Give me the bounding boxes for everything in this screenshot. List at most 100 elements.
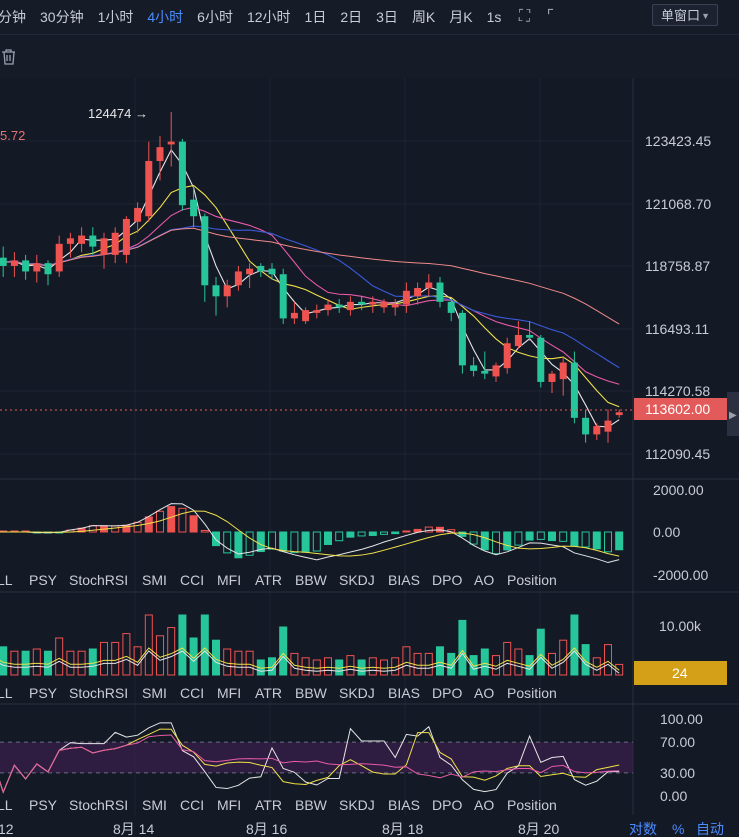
footer-control[interactable]: 自动 — [696, 821, 724, 837]
candle-body — [369, 301, 377, 305]
indicator-tab[interactable]: StochRSI — [69, 797, 128, 813]
indicator-tab[interactable]: BBW — [295, 685, 328, 701]
volume-label: 10.00k — [659, 618, 702, 634]
macd-bar — [189, 515, 198, 533]
date-label: 8月 16 — [246, 821, 287, 837]
candle-body — [548, 373, 556, 382]
indicator-tab[interactable]: LL — [0, 797, 13, 813]
indicator-tab[interactable]: ATR — [255, 685, 282, 701]
period-6[interactable]: 1日 — [304, 9, 327, 25]
period-11[interactable]: 1s — [486, 9, 502, 25]
candle-body — [447, 301, 455, 313]
indicator-tab[interactable]: SKDJ — [339, 572, 375, 588]
volume-bar — [581, 644, 590, 676]
candle-body — [33, 263, 41, 272]
rsi-label: 100.00 — [660, 711, 703, 727]
indicator-tab[interactable]: DPO — [432, 572, 462, 588]
left-value: 5.72 — [0, 128, 25, 143]
indicator-tab[interactable]: SMI — [142, 572, 167, 588]
indicator-tab[interactable]: MFI — [217, 685, 241, 701]
period-2[interactable]: 1小时 — [97, 9, 134, 25]
candle-body — [111, 232, 119, 255]
trash-icon[interactable] — [0, 48, 18, 66]
volume-bar — [10, 650, 19, 676]
chart-area[interactable]: 124474 → 5.72 123423.45 121068.70 118758.87 1… — [0, 78, 739, 837]
indicator-tab[interactable]: BIAS — [388, 685, 420, 701]
period-9[interactable]: 周K — [411, 9, 436, 25]
indicator-tab[interactable]: ATR — [255, 797, 282, 813]
macd-bar — [391, 531, 400, 535]
price-label: 118758.87 — [645, 258, 710, 274]
macd-bar — [234, 531, 243, 559]
indicator-tab[interactable]: AO — [474, 797, 494, 813]
window-mode-dropdown[interactable]: 单窗口 ▼ — [652, 4, 718, 26]
indicator-tab[interactable]: CCI — [180, 685, 204, 701]
footer-control[interactable]: 对数 — [629, 821, 657, 837]
period-7[interactable]: 2日 — [340, 9, 363, 25]
indicator-tab[interactable]: DPO — [432, 797, 462, 813]
candle-body — [436, 282, 444, 302]
undo-corner-icon[interactable]: ⌜ — [546, 8, 555, 25]
macd-bar — [581, 531, 590, 548]
macd-bar — [335, 531, 344, 542]
indicator-tab[interactable]: ATR — [255, 572, 282, 588]
period-4[interactable]: 6小时 — [197, 9, 233, 25]
indicator-tab[interactable]: LL — [0, 572, 13, 588]
indicator-tab[interactable]: DPO — [432, 685, 462, 701]
indicator-tab[interactable]: SMI — [142, 685, 167, 701]
indicator-tab[interactable]: SKDJ — [339, 685, 375, 701]
current-price-label: 113602.00 — [645, 401, 710, 417]
volume-bar — [324, 657, 332, 676]
candle-body — [358, 301, 366, 305]
indicator-tab[interactable]: LL — [0, 685, 13, 701]
period-0[interactable]: 分钟 — [0, 9, 26, 25]
indicator-tab[interactable]: PSY — [29, 797, 58, 813]
rsi-line-24 — [0, 734, 620, 794]
indicator-tab[interactable]: StochRSI — [69, 572, 128, 588]
volume-bar — [178, 614, 187, 676]
indicator-tab[interactable]: BBW — [295, 572, 328, 588]
indicator-tab[interactable]: Position — [507, 572, 557, 588]
period-10[interactable]: 月K — [449, 9, 473, 25]
indicator-tab[interactable]: SMI — [142, 797, 167, 813]
indicator-tab[interactable]: BBW — [295, 797, 328, 813]
indicator-tab[interactable]: BIAS — [388, 572, 420, 588]
footer-control[interactable]: % — [672, 821, 684, 837]
rsi-label: 0.00 — [660, 788, 687, 804]
indicator-tab[interactable]: AO — [474, 572, 494, 588]
period-8[interactable]: 3日 — [376, 9, 398, 25]
candle-body — [279, 274, 287, 319]
indicator-tab[interactable]: AO — [474, 685, 494, 701]
indicator-tab[interactable]: StochRSI — [69, 685, 128, 701]
volume-bar — [615, 663, 624, 676]
candle-body — [0, 257, 7, 266]
indicator-tab[interactable]: PSY — [29, 572, 58, 588]
period-1[interactable]: 30分钟 — [40, 9, 84, 25]
macd-pane — [0, 503, 624, 564]
volume-bar — [368, 657, 377, 676]
indicator-tab[interactable]: CCI — [180, 572, 204, 588]
indicator-tab[interactable]: MFI — [217, 797, 241, 813]
macd-bar — [178, 507, 187, 533]
indicator-tab[interactable]: Position — [507, 685, 557, 701]
indicator-tab[interactable]: MFI — [217, 572, 241, 588]
rsi-label: 70.00 — [660, 734, 695, 750]
macd-bar — [525, 531, 534, 541]
period-3[interactable]: 4小时 — [147, 9, 184, 25]
indicator-tab[interactable]: CCI — [180, 797, 204, 813]
indicator-tab[interactable]: PSY — [29, 685, 58, 701]
indicator-tab[interactable]: BIAS — [388, 797, 420, 813]
time-axis: 12 8月 14 8月 16 8月 18 8月 20 对数% 自动 — [0, 821, 724, 837]
period-5[interactable]: 12小时 — [246, 9, 291, 25]
fullscreen-icon[interactable]: ⛶ — [518, 8, 531, 25]
volume-bar — [570, 614, 579, 676]
candle-body — [223, 285, 231, 297]
indicator-tab[interactable]: Position — [507, 797, 557, 813]
volume-bar — [0, 646, 8, 676]
indicator-tab[interactable]: SKDJ — [339, 797, 375, 813]
candle-body — [156, 147, 164, 161]
candle-body — [167, 141, 175, 145]
volume-bar — [44, 650, 52, 676]
macd-bar — [245, 531, 254, 556]
scroll-handle[interactable] — [727, 392, 739, 436]
